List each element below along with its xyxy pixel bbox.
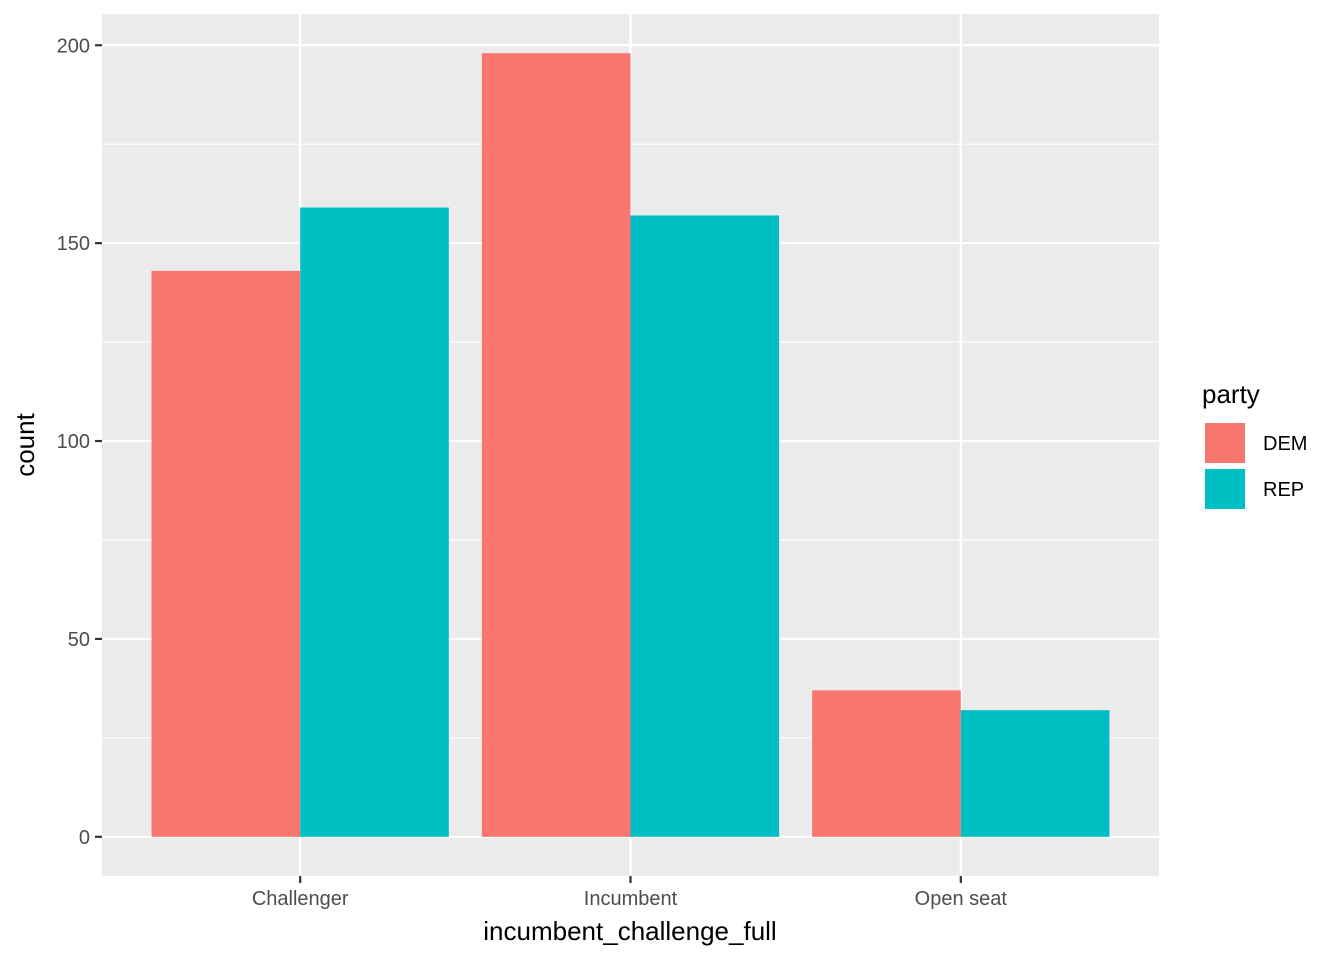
bars — [151, 53, 1110, 837]
legend-key-dem — [1203, 421, 1247, 465]
legend-key-rep — [1203, 467, 1247, 511]
x-tick-label: Challenger — [252, 888, 349, 910]
y-tick-label: 100 — [57, 431, 90, 453]
bar-rep-open-seat — [960, 710, 1110, 837]
bar-dem-open-seat — [812, 690, 961, 837]
bar-dem-challenger — [151, 270, 301, 837]
bar-rep-incumbent — [630, 215, 780, 837]
bar-dem-incumbent — [481, 53, 631, 837]
x-axis-title: incumbent_challenge_full — [483, 916, 776, 946]
legend-title: party — [1202, 379, 1260, 409]
y-tick-label: 0 — [79, 827, 90, 849]
bar-rep-challenger — [300, 207, 449, 837]
legend-label-dem: DEM — [1263, 433, 1307, 455]
x-tick-label: Incumbent — [584, 888, 678, 910]
y-tick-label: 150 — [57, 233, 90, 255]
y-axis: 0 50 100 150 200 — [57, 35, 102, 849]
x-axis: Challenger Incumbent Open seat — [252, 876, 1008, 910]
y-axis-title: count — [10, 412, 40, 476]
x-tick-label: Open seat — [915, 888, 1008, 910]
legend: party DEM REP — [1202, 379, 1307, 511]
legend-label-rep: REP — [1263, 479, 1304, 501]
y-tick-label: 50 — [68, 629, 90, 651]
y-tick-label: 200 — [57, 35, 90, 57]
